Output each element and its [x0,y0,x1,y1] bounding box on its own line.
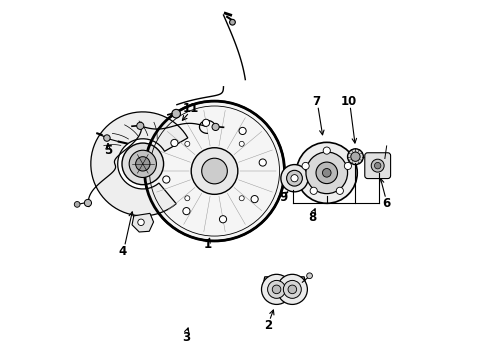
Circle shape [251,195,258,203]
Circle shape [272,285,281,294]
Circle shape [316,162,338,184]
Circle shape [137,122,144,130]
Circle shape [283,280,301,298]
Circle shape [183,208,190,215]
FancyBboxPatch shape [365,153,391,179]
Text: 8: 8 [308,211,317,224]
Circle shape [322,168,331,177]
Circle shape [239,127,246,135]
Circle shape [268,280,286,298]
Polygon shape [132,213,153,232]
Circle shape [163,176,170,183]
Circle shape [145,101,285,241]
Polygon shape [91,112,188,216]
Circle shape [84,199,92,207]
Text: 10: 10 [341,95,357,108]
Circle shape [239,196,244,201]
Polygon shape [263,277,306,293]
Circle shape [259,159,266,166]
Text: 9: 9 [280,191,288,204]
Circle shape [281,165,308,192]
Circle shape [310,187,318,194]
Circle shape [230,19,235,25]
Text: 11: 11 [182,102,198,115]
Circle shape [336,187,343,194]
Circle shape [191,148,238,194]
Text: 6: 6 [383,197,391,210]
Circle shape [171,139,178,147]
Text: 2: 2 [264,319,272,332]
Circle shape [277,274,307,305]
Circle shape [302,162,309,170]
Text: 7: 7 [313,95,321,108]
Circle shape [262,274,292,305]
Circle shape [287,170,302,186]
Circle shape [185,141,190,147]
Circle shape [344,162,351,170]
Circle shape [202,119,210,126]
Circle shape [296,142,357,203]
Circle shape [172,109,180,118]
Circle shape [351,152,360,161]
Circle shape [122,143,164,185]
Circle shape [291,175,298,182]
Text: 5: 5 [104,144,112,157]
Circle shape [288,285,296,294]
Circle shape [371,159,384,172]
Circle shape [185,196,190,201]
Circle shape [220,216,226,223]
Circle shape [129,150,156,177]
Circle shape [307,273,313,279]
Circle shape [306,152,347,194]
Circle shape [374,162,381,169]
Circle shape [138,219,144,226]
Circle shape [347,149,364,165]
Circle shape [74,202,80,207]
Text: 3: 3 [182,330,190,343]
Text: 1: 1 [203,238,211,251]
Circle shape [202,158,227,184]
Circle shape [212,123,219,131]
Circle shape [239,141,244,147]
Circle shape [323,147,330,154]
Circle shape [136,157,150,171]
Circle shape [104,135,110,141]
Text: 4: 4 [118,244,126,257]
